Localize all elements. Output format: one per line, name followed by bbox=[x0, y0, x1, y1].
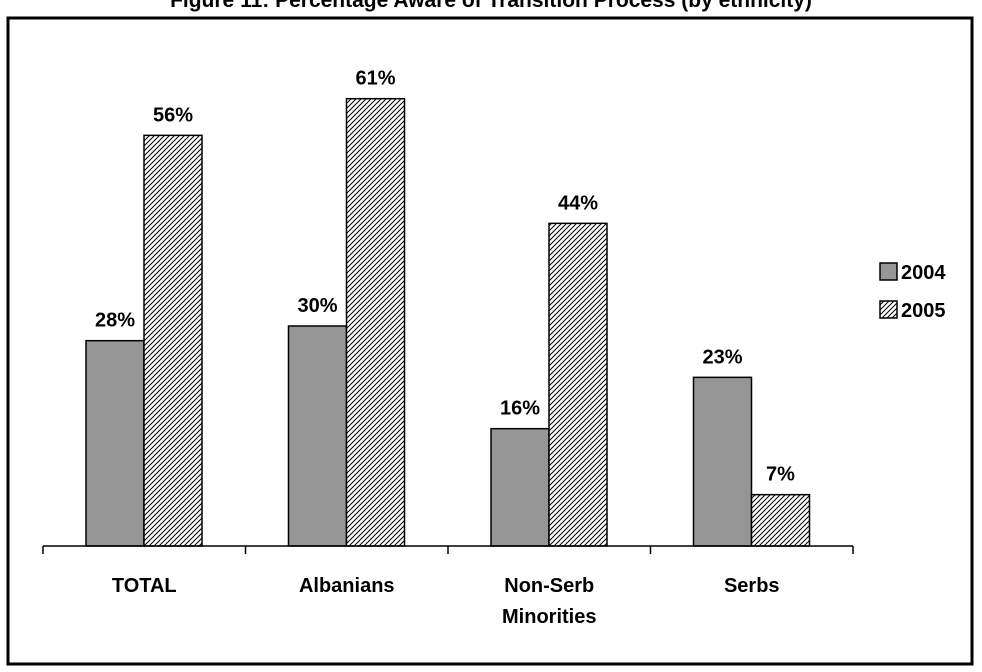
bar-2005-1 bbox=[345, 97, 406, 547]
bar-2004-1 bbox=[287, 325, 348, 547]
bar-2005-2 bbox=[548, 222, 608, 547]
bar-2005-3 bbox=[750, 493, 811, 547]
chart-frame bbox=[6, 16, 974, 666]
data-label-2004-2: 16% bbox=[500, 398, 540, 420]
data-label-2004-1: 30% bbox=[297, 295, 337, 317]
bar-2004-0 bbox=[85, 339, 145, 547]
legend-label-2005: 2005 bbox=[901, 300, 946, 322]
category-label: Albanians bbox=[299, 575, 395, 597]
data-label-2004-0: 28% bbox=[95, 310, 135, 332]
chart-title: Figure 11: Percentage Aware of Transitio… bbox=[170, 0, 812, 12]
data-label-2004-3: 23% bbox=[702, 346, 742, 368]
data-label-2005-1: 61% bbox=[355, 68, 395, 90]
data-label-2005-0: 56% bbox=[153, 104, 193, 126]
data-label-2005-3: 7% bbox=[766, 464, 795, 486]
legend-swatch-2004 bbox=[879, 262, 898, 281]
category-label: TOTAL bbox=[112, 575, 177, 597]
bar-2005-0 bbox=[143, 134, 203, 547]
category-label: Minorities bbox=[502, 606, 596, 628]
category-label: Non-Serb bbox=[504, 575, 594, 597]
data-label-2005-2: 44% bbox=[558, 192, 598, 214]
bar-2004-2 bbox=[490, 427, 550, 547]
legend-label-2004: 2004 bbox=[901, 262, 946, 284]
legend-swatch-2005 bbox=[879, 300, 898, 319]
bar-2004-3 bbox=[692, 376, 753, 547]
category-label: Serbs bbox=[724, 575, 780, 597]
